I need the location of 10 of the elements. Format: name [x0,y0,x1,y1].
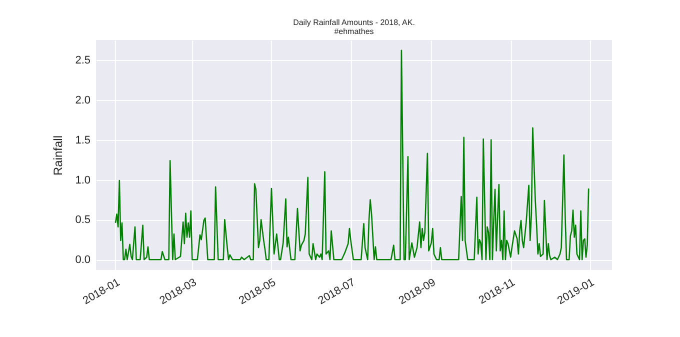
chart-subtitle: #ehmathes [334,27,374,36]
y-tick-label: 0.0 [75,254,90,266]
y-tick-label: 1.0 [75,174,90,186]
y-tick-label: 2.5 [75,54,90,66]
line-series [114,50,590,260]
y-tick-label: 1.5 [75,134,90,146]
y-axis-title: Rainfall [51,135,66,176]
y-tick-label: 2.0 [75,94,90,106]
chart-title: Daily Rainfall Amounts - 2018, AK. [293,18,415,27]
y-tick-label: 0.5 [75,214,90,226]
